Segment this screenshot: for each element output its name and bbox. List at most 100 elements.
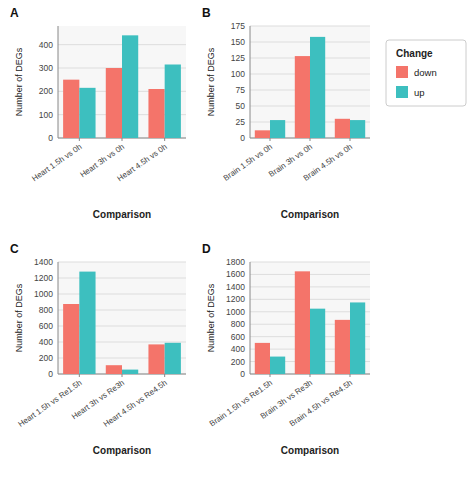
panel-title: A — [10, 6, 19, 20]
panel-title: D — [202, 242, 211, 256]
x-tick-label: Brain 4.5h vs 0h — [302, 142, 355, 183]
bar: up — [270, 357, 285, 374]
y-tick-label: 75 — [236, 85, 246, 95]
bar: down — [106, 68, 122, 138]
bar: up — [165, 343, 181, 374]
x-tick-label: Brain 1.5h vs Re1.5h — [208, 378, 274, 428]
bar: down — [255, 343, 270, 374]
bar: down — [148, 89, 164, 138]
bar: down — [63, 80, 79, 138]
x-tick — [350, 374, 351, 377]
x-tick-label: Heart 4.5h vs Re4.5h — [102, 378, 169, 429]
bar: down — [148, 344, 164, 374]
bar: up — [350, 120, 365, 138]
bar: down — [295, 271, 310, 374]
x-tick — [350, 138, 351, 141]
grid-line — [58, 262, 186, 263]
y-tick-label: 50 — [236, 101, 246, 111]
bar: up — [310, 309, 325, 374]
figure: 0100200300400downdowndownupupupHeart 1.5… — [0, 0, 474, 488]
y-tick-label: 0 — [240, 369, 245, 379]
legend-title: Change — [396, 48, 433, 59]
legend-entry: up — [414, 87, 425, 98]
bars: downdowndownupupup — [255, 271, 365, 374]
x-axis-label: Comparison — [93, 445, 151, 456]
y-tick-label: 400 — [231, 344, 245, 354]
x-tick-label: Brain 1.5h vs 0h — [222, 142, 275, 183]
y-tick-label: 0 — [48, 133, 53, 143]
panel: 0100200300400downdowndownupupupHeart 1.5… — [10, 6, 186, 220]
legend-entry: down — [414, 67, 437, 78]
bars: downdowndownupupup — [255, 37, 365, 138]
y-tick-label: 400 — [39, 40, 53, 50]
y-tick-label: 25 — [236, 117, 246, 127]
plot-background — [250, 26, 370, 138]
x-tick — [310, 374, 311, 377]
panel-title: C — [10, 242, 19, 256]
x-tick-label: Heart 1.5h vs Re1.5h — [16, 378, 83, 429]
y-tick-label: 150 — [231, 37, 245, 47]
bar: up — [350, 302, 365, 374]
y-axis-label: Number of DEGs — [14, 283, 24, 352]
bar: up — [122, 370, 138, 374]
y-tick-label: 100 — [39, 110, 53, 120]
grid-line — [250, 26, 370, 27]
bar: down — [106, 365, 122, 374]
x-tick — [164, 138, 165, 141]
y-tick-label: 0 — [48, 369, 53, 379]
legend: Change down up — [386, 40, 466, 106]
x-tick — [79, 138, 80, 141]
y-tick-label: 300 — [39, 63, 53, 73]
y-tick-label: 175 — [231, 21, 245, 31]
y-axis-label: Number of DEGs — [14, 47, 24, 116]
y-tick-label: 1400 — [226, 282, 245, 292]
bar: down — [63, 304, 79, 374]
bar: up — [270, 120, 285, 138]
panel-title: B — [202, 6, 211, 20]
bar: up — [165, 65, 181, 139]
bar: down — [335, 320, 350, 374]
y-tick-label: 1000 — [226, 307, 245, 317]
legend-frame — [386, 40, 466, 106]
bar: up — [122, 35, 138, 138]
x-tick — [122, 138, 123, 141]
x-tick — [164, 374, 165, 377]
x-axis-label: Comparison — [281, 445, 339, 456]
panel: 0200400600800100012001400downdowndownupu… — [10, 242, 186, 456]
x-tick — [79, 374, 80, 377]
y-tick-label: 200 — [231, 357, 245, 367]
y-tick-label: 800 — [39, 305, 53, 315]
x-tick — [270, 138, 271, 141]
y-tick-label: 1600 — [226, 269, 245, 279]
bar: up — [310, 37, 325, 138]
plot-background — [58, 262, 186, 374]
x-tick-label: Heart 1.5h vs 0h — [30, 142, 83, 183]
y-tick-label: 1800 — [226, 257, 245, 267]
x-tick-label: Heart 4.5h vs 0h — [116, 142, 169, 183]
x-axis-label: Comparison — [281, 209, 339, 220]
y-tick-label: 1200 — [226, 294, 245, 304]
y-tick-label: 400 — [39, 337, 53, 347]
bar: up — [79, 88, 95, 138]
x-tick — [310, 138, 311, 141]
y-tick-label: 0 — [240, 133, 245, 143]
y-axis-line — [58, 26, 59, 138]
y-tick-label: 100 — [231, 69, 245, 79]
y-tick-label: 1400 — [34, 257, 53, 267]
grid-line — [250, 262, 370, 263]
bars: downdowndownupupup — [63, 272, 181, 374]
y-tick-label: 1200 — [34, 273, 53, 283]
plot-background — [250, 262, 370, 374]
bar: down — [255, 130, 270, 138]
y-axis-line — [58, 262, 59, 374]
bar: down — [335, 119, 350, 138]
y-tick-label: 125 — [231, 53, 245, 63]
grid-line — [58, 278, 186, 279]
y-axis-label: Number of DEGs — [206, 283, 216, 352]
y-tick-label: 600 — [39, 321, 53, 331]
y-tick-label: 800 — [231, 319, 245, 329]
y-axis-label: Number of DEGs — [206, 47, 216, 116]
y-axis-line — [250, 26, 251, 138]
legend-swatch — [396, 66, 408, 78]
x-axis-label: Comparison — [93, 209, 151, 220]
